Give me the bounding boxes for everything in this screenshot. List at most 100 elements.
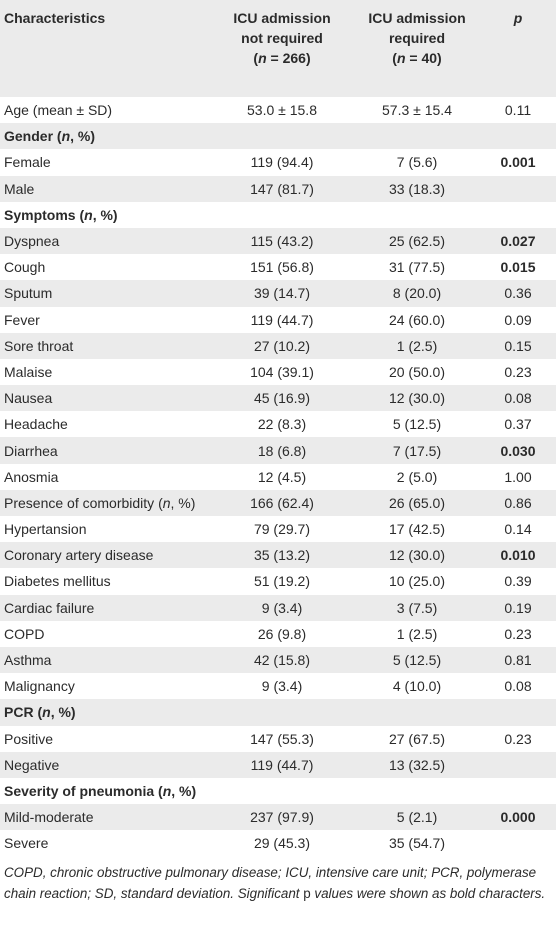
table-body: Age (mean ± SD) 53.0 ± 15.8 57.3 ± 15.4 0.1… [0, 97, 556, 856]
icu-required-value: 1 (2.5) [396, 337, 438, 354]
p-value [480, 176, 556, 202]
p-value: 0.14 [504, 521, 532, 538]
icu-not-required-value: 151 (56.8) [250, 259, 314, 276]
icu-not-required-value: 39 (14.7) [253, 285, 311, 302]
icu-required-value: 24 (60.0) [388, 311, 446, 328]
table-row: Asthma 42 (15.8) 5 (12.5) 0.81 [0, 646, 556, 674]
row-label: Age (mean ± SD) [4, 102, 113, 119]
row-label: Sputum [4, 285, 53, 302]
icu-required-value: 35 (54.7) [388, 835, 446, 852]
icu-required-value: 5 (12.5) [392, 416, 442, 433]
p-value: 0.001 [500, 154, 536, 171]
icu-not-required-value: 119 (44.7) [250, 311, 314, 328]
p-value: 0.86 [504, 494, 532, 511]
icu-required-value: 57.3 ± 15.4 [382, 102, 452, 119]
table-row: Negative 119 (44.7) 13 (32.5) [0, 751, 556, 778]
p-value [480, 752, 556, 778]
header-line: (n = 40) [392, 50, 442, 66]
icu-not-required-value: 27 (10.2) [253, 337, 311, 354]
row-label: Coronary artery disease [4, 547, 154, 564]
row-label: Asthma [4, 652, 52, 669]
row-label: Malaise [4, 363, 53, 380]
table-row: Coronary artery disease 35 (13.2) 12 (30.0… [0, 542, 556, 569]
header-line: ICU admission [368, 10, 466, 26]
p-value: 0.36 [504, 285, 532, 302]
table-row: Sore throat 27 (10.2) 1 (2.5) 0.15 [0, 332, 556, 359]
table-row: Presence of comorbidity (n, %) 166 (62.4)… [0, 489, 556, 516]
icu-required-value: 12 (30.0) [388, 390, 446, 407]
p-value: 0.08 [504, 390, 532, 407]
row-label: Nausea [4, 390, 53, 407]
icu-required-value: 7 (5.6) [396, 154, 438, 171]
icu-required-value: 8 (20.0) [392, 285, 442, 302]
table-row: Malaise 104 (39.1) 20 (50.0) 0.23 [0, 359, 556, 385]
characteristics-table: Characteristics ICU admission not requir… [0, 0, 556, 856]
icu-required-value: 1 (2.5) [396, 625, 438, 642]
header-p-value: p [513, 10, 523, 26]
icu-required-value: 12 (30.0) [388, 547, 446, 564]
icu-not-required-value: 166 (62.4) [250, 494, 314, 511]
icu-required-value: 10 (25.0) [388, 573, 446, 590]
p-value [480, 830, 556, 856]
row-label: Malignancy [4, 678, 75, 695]
row-label: Presence of comorbidity (n, %) [4, 494, 196, 511]
row-label: Cardiac failure [4, 599, 95, 616]
table-row: Anosmia 12 (4.5) 2 (5.0) 1.00 [0, 464, 556, 490]
icu-not-required-value: 9 (3.4) [261, 678, 303, 695]
header-icu-required: ICU admission required (n = 40) [354, 0, 480, 97]
row-label: Female [4, 154, 51, 171]
icu-not-required-value: 115 (43.2) [250, 233, 314, 250]
table-row: Positive 147 (55.3) 27 (67.5) 0.23 [0, 726, 556, 752]
icu-required-value: 5 (2.1) [396, 809, 438, 826]
table-footnote: COPD, chronic obstructive pulmonary dise… [4, 865, 546, 901]
table-row: Diabetes mellitus 51 (19.2) 10 (25.0) 0.39 [0, 568, 556, 594]
icu-not-required-value: 42 (15.8) [253, 652, 311, 669]
table-row: Female 119 (94.4) 7 (5.6) 0.001 [0, 149, 556, 175]
row-label: Negative [4, 756, 60, 773]
table-row: Fever 119 (44.7) 24 (60.0) 0.09 [0, 307, 556, 333]
p-value: 0.37 [504, 416, 532, 433]
table-row: COPD 26 (9.8) 1 (2.5) 0.23 [0, 621, 556, 647]
icu-not-required-value: 18 (6.8) [257, 442, 307, 459]
table-row: Severe 29 (45.3) 35 (54.7) [0, 830, 556, 856]
icu-not-required-value: 147 (55.3) [250, 730, 314, 747]
row-label: Male [4, 180, 35, 197]
row-label: COPD [4, 625, 45, 642]
icu-not-required-value: 53.0 ± 15.8 [247, 102, 317, 119]
table-row: Dyspnea 115 (43.2) 25 (62.5) 0.027 [0, 227, 556, 255]
icu-required-value: 2 (5.0) [396, 468, 438, 485]
icu-required-value: 4 (10.0) [392, 678, 442, 695]
row-label: Positive [4, 730, 54, 747]
icu-required-value: 5 (12.5) [392, 652, 442, 669]
row-label: Diabetes mellitus [4, 573, 111, 590]
p-value: 0.010 [500, 547, 536, 564]
p-value: 0.81 [504, 652, 532, 669]
icu-not-required-value: 237 (97.9) [250, 809, 314, 826]
section-row: PCR (n, %) [0, 699, 556, 726]
table-row: Age (mean ± SD) 53.0 ± 15.8 57.3 ± 15.4 0.1… [0, 97, 556, 123]
icu-required-value: 26 (65.0) [388, 494, 446, 511]
icu-not-required-value: 29 (45.3) [253, 835, 311, 852]
p-value: 0.000 [500, 809, 536, 826]
row-label: Cough [4, 259, 46, 276]
p-value: 1.00 [504, 468, 532, 485]
icu-not-required-value: 12 (4.5) [257, 468, 307, 485]
p-value: 0.08 [504, 678, 532, 695]
table-row: Cough 151 (56.8) 31 (77.5) 0.015 [0, 254, 556, 280]
icu-not-required-value: 45 (16.9) [253, 390, 311, 407]
p-value: 0.39 [504, 573, 532, 590]
icu-not-required-value: 119 (44.7) [250, 756, 314, 773]
row-label: Diarrhea [4, 442, 58, 459]
p-value: 0.027 [500, 233, 536, 250]
table-row: Mild-moderate 237 (97.9) 5 (2.1) 0.000 [0, 804, 556, 831]
icu-not-required-value: 35 (13.2) [253, 547, 311, 564]
icu-required-value: 33 (18.3) [388, 180, 446, 197]
section-row: Symptoms (n, %) [0, 202, 556, 228]
icu-not-required-value: 22 (8.3) [257, 416, 307, 433]
icu-required-value: 7 (17.5) [392, 442, 442, 459]
icu-not-required-value: 26 (9.8) [257, 625, 307, 642]
header-line: ICU admission [233, 10, 331, 26]
row-label: Dyspnea [4, 233, 60, 250]
icu-required-value: 17 (42.5) [388, 521, 446, 538]
